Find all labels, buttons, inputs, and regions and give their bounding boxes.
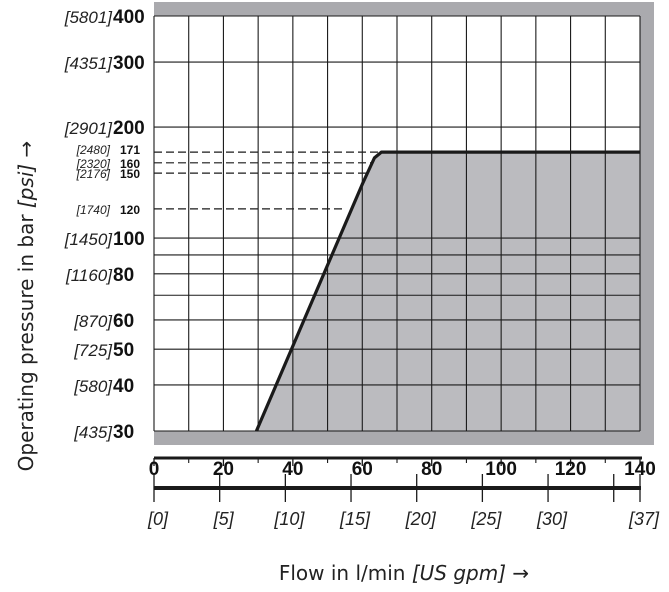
- x-secondary-tick: [5]: [213, 474, 235, 529]
- x-tick-label: 140: [624, 459, 656, 480]
- x-secondary-tick-label: [25]: [470, 509, 502, 529]
- y-tick: [5801] 400: [64, 7, 145, 28]
- x-secondary-tick: [20]: [405, 474, 437, 529]
- x-secondary-tick: [10]: [273, 474, 305, 529]
- y-tick-bar-label: 50: [113, 340, 134, 361]
- x-secondary-tick-label: [0]: [147, 509, 169, 529]
- y-tick-bar-label: 200: [113, 118, 145, 139]
- y-tick-psi-label: [4351]: [64, 54, 114, 73]
- x-secondary-tick: [37]: [628, 474, 660, 529]
- y-tick-bar-label: 40: [113, 376, 134, 397]
- y-tick-bar-label: 150: [120, 167, 140, 181]
- y-tick-psi-label: [2176]: [76, 167, 111, 181]
- x-tick-label: 100: [485, 459, 517, 480]
- x-axis-label-arrow: →: [512, 561, 529, 585]
- y-tick-bar-label: 30: [113, 422, 134, 443]
- x-tick-label: 40: [282, 459, 303, 480]
- x-tick-label: 0: [149, 459, 160, 480]
- y-tick-psi-label: [1450]: [64, 230, 114, 249]
- y-tick: [4351] 300: [64, 53, 145, 74]
- x-tick: 60: [352, 458, 373, 480]
- x-secondary-axis: [0] [5] [10] [15] [20] [25] [30] [37]: [147, 474, 660, 529]
- x-secondary-tick-label: [37]: [628, 509, 660, 529]
- y-tick: [2901] 200: [64, 118, 145, 139]
- x-tick: 120: [555, 458, 587, 480]
- y-tick-bar-label: 171: [120, 143, 140, 157]
- y-tick-psi-label: [2901]: [64, 119, 114, 138]
- y-tick-bar-label: 160: [120, 157, 140, 171]
- y-tick-bar-label: 100: [113, 229, 145, 250]
- y-axis-label-main: Operating pressure in bar: [14, 214, 38, 472]
- x-secondary-tick: [25]: [470, 474, 502, 529]
- y-tick-bar-label: 400: [113, 7, 145, 28]
- y-tick: [580] 40: [73, 376, 134, 397]
- x-tick: 40: [282, 458, 303, 480]
- x-tick-label: 80: [421, 459, 442, 480]
- x-secondary-tick-label: [5]: [213, 509, 235, 529]
- y-tick-psi-label: [2480]: [76, 143, 111, 157]
- x-secondary-tick-label: [30]: [536, 509, 568, 529]
- x-tick: 80: [421, 458, 442, 480]
- y-tick: [2176] 150: [76, 167, 141, 181]
- y-tick-bar-label: 80: [113, 265, 134, 286]
- x-secondary-tick-label: [10]: [273, 509, 305, 529]
- x-tick: 0: [149, 458, 160, 480]
- y-axis-ticks: [5801] 400[4351] 300[2901] 200[2480] 171[232…: [64, 7, 145, 443]
- x-secondary-tick: [15]: [339, 474, 371, 529]
- x-axis: 0 20 40 60 80 100 120 140: [149, 456, 656, 480]
- y-tick-psi-label: [5801]: [64, 8, 114, 27]
- y-tick-bar-label: 300: [113, 53, 145, 74]
- y-tick-psi-label: [435]: [73, 423, 113, 442]
- x-axis-label: Flow in l/min [US gpm] →: [279, 561, 529, 585]
- y-tick: [725] 50: [73, 340, 134, 361]
- envelope-fill: [256, 152, 640, 431]
- x-secondary-tick: [30]: [536, 474, 568, 529]
- x-secondary-tick-label: [20]: [405, 509, 437, 529]
- y-tick-psi-label: [1160]: [65, 266, 113, 285]
- x-axis-label-main: Flow in l/min: [279, 561, 406, 585]
- grid: [153, 15, 641, 432]
- y-tick-psi-label: [580]: [73, 377, 113, 396]
- y-tick: [1450] 100: [64, 229, 145, 250]
- operating-envelope: [256, 152, 640, 431]
- x-tick-label: 60: [352, 459, 373, 480]
- y-axis-label-unit: [psi]: [14, 164, 38, 208]
- y-tick: [870] 60: [73, 311, 134, 332]
- y-tick-bar-label: 60: [113, 311, 134, 332]
- x-tick: 140: [624, 458, 656, 480]
- x-tick-label: 20: [213, 459, 234, 480]
- y-tick: [2320] 160: [76, 157, 141, 171]
- y-tick-psi-label: [1740]: [76, 203, 111, 217]
- x-secondary-tick: [0]: [147, 474, 169, 529]
- y-axis-label: Operating pressure in bar [psi] →: [14, 141, 38, 472]
- x-tick-label: 120: [555, 459, 587, 480]
- y-tick: [435] 30: [73, 422, 134, 443]
- y-tick-psi-label: [2320]: [76, 157, 111, 171]
- y-tick: [1160] 80: [65, 265, 134, 286]
- y-tick-bar-label: 120: [120, 203, 140, 217]
- dashed-reference-lines: [154, 151, 382, 210]
- x-axis-label-unit: [US gpm]: [412, 561, 506, 585]
- x-tick: 20: [213, 458, 234, 480]
- x-secondary-tick-label: [15]: [339, 509, 371, 529]
- y-tick-psi-label: [870]: [73, 312, 113, 331]
- y-tick: [1740] 120: [76, 203, 141, 217]
- y-tick-psi-label: [725]: [73, 341, 113, 360]
- envelope-curve: [254, 150, 640, 432]
- y-tick: [2480] 171: [76, 143, 141, 157]
- y-axis-label-arrow: →: [14, 141, 38, 158]
- x-tick: 100: [485, 458, 517, 480]
- envelope-line: [254, 150, 640, 432]
